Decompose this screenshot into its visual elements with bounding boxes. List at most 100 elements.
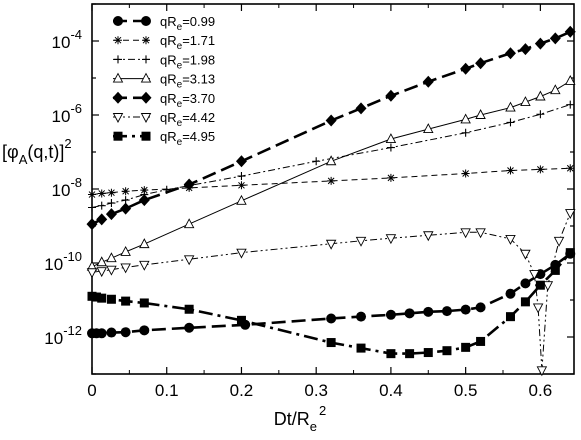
data-point-triangle-down xyxy=(325,239,337,250)
data-point-triangle-up xyxy=(385,133,397,144)
x-tick-label: 0.5 xyxy=(454,381,478,400)
data-point-asterisk xyxy=(140,186,149,195)
data-point-diamond xyxy=(460,62,472,75)
data-point-diamond xyxy=(534,37,546,50)
data-point-square xyxy=(236,315,246,325)
legend-label: qRe=1.98 xyxy=(160,52,215,71)
data-point-asterisk xyxy=(88,190,96,199)
y-axis-ticks: 10-4 10-6 10-8 10-10 10-12 xyxy=(44,3,574,375)
data-point-circle xyxy=(520,278,531,289)
y-axis-title: [φA(q,t)]2 xyxy=(2,136,72,167)
series-2 xyxy=(88,100,575,212)
data-point-diamond xyxy=(96,213,108,226)
data-point-triangle-down xyxy=(96,267,107,278)
data-point-triangle-down xyxy=(520,249,531,260)
data-point-circle xyxy=(404,308,415,319)
data-point-triangle-down xyxy=(505,234,516,245)
data-point-circle xyxy=(326,313,337,324)
data-point-square xyxy=(184,304,194,314)
legend-entry: qRe=0.99 xyxy=(113,14,215,33)
legend-entry: qRe=1.98 xyxy=(113,52,215,71)
data-point-diamond xyxy=(138,194,150,207)
x-tick-label: 0 xyxy=(87,381,96,400)
data-point-triangle-down xyxy=(139,260,150,271)
data-point-plus xyxy=(97,201,106,210)
data-point-triangle-up xyxy=(550,84,561,95)
data-point-diamond xyxy=(86,218,98,231)
series-6 xyxy=(87,248,575,359)
x-tick-label: 0.1 xyxy=(155,381,179,400)
data-point-triangle-up xyxy=(96,256,107,267)
data-point-square xyxy=(535,280,545,290)
legend-entry: qRe=3.13 xyxy=(112,72,215,91)
data-point-plus xyxy=(386,143,395,152)
x-axis-title: Dt/Re2 xyxy=(274,403,326,434)
data-point-triangle-up xyxy=(120,245,131,256)
data-point-diamond xyxy=(422,75,434,88)
data-point-triangle-down xyxy=(532,303,544,314)
data-point-triangle-down xyxy=(475,228,486,239)
data-point-asterisk xyxy=(97,189,106,198)
data-point-triangle-down xyxy=(86,268,98,279)
legend-label: qRe=3.13 xyxy=(160,72,215,91)
legend-marker xyxy=(114,36,122,45)
y-tick-label: 10-4 xyxy=(52,27,82,52)
series-line xyxy=(91,80,571,268)
legend-marker xyxy=(142,55,150,64)
x-tick-label: 0.3 xyxy=(304,381,328,400)
data-point-plus xyxy=(237,172,246,181)
data-point-diamond xyxy=(564,25,576,38)
data-point-circle xyxy=(184,322,195,333)
data-point-square xyxy=(565,248,575,258)
data-point-square xyxy=(356,343,366,353)
legend-entry: qRe=4.42 xyxy=(112,110,215,129)
legend-marker xyxy=(140,113,152,123)
data-point-triangle-up xyxy=(139,238,150,249)
data-point-triangle-down xyxy=(120,263,131,274)
legend-label: qRe=4.42 xyxy=(160,110,215,129)
data-point-triangle-down xyxy=(355,236,367,247)
data-point-triangle-up xyxy=(183,218,195,229)
legend-entry: qRe=1.71 xyxy=(113,33,215,52)
legend-label: qRe=4.95 xyxy=(160,129,215,148)
data-point-asterisk xyxy=(506,166,515,175)
series-4 xyxy=(86,25,576,231)
data-point-diamond xyxy=(385,89,397,102)
legend-marker xyxy=(140,91,152,104)
data-point-plus xyxy=(88,203,96,212)
data-point-triangle-down xyxy=(385,234,397,245)
legend-label: qRe=1.71 xyxy=(160,33,215,52)
data-point-asterisk xyxy=(327,176,336,185)
x-tick-label: 0.4 xyxy=(379,381,403,400)
legend-marker xyxy=(140,72,152,83)
data-point-triangle-down xyxy=(536,366,548,377)
data-point-circle xyxy=(139,325,150,336)
legend-entry: qRe=3.70 xyxy=(112,91,215,110)
data-point-circle xyxy=(120,327,131,338)
legend-marker xyxy=(141,131,151,141)
data-point-plus xyxy=(107,199,116,208)
data-point-triangle-up xyxy=(565,74,576,85)
data-point-circle xyxy=(505,288,516,299)
data-point-square xyxy=(97,293,107,303)
legend-marker xyxy=(114,55,122,64)
data-point-triangle-up xyxy=(423,123,434,134)
data-point-diamond xyxy=(325,114,337,127)
legend-marker xyxy=(113,131,123,141)
data-point-square xyxy=(121,296,131,306)
data-point-triangle-down xyxy=(565,209,576,220)
data-point-triangle-up xyxy=(325,155,337,166)
data-point-triangle-down xyxy=(183,255,195,266)
data-point-triangle-down xyxy=(236,248,247,259)
data-point-asterisk xyxy=(121,187,130,196)
legend-marker xyxy=(112,91,124,104)
data-point-triangle-down xyxy=(542,281,554,292)
data-point-triangle-down xyxy=(553,236,565,247)
data-point-plus xyxy=(506,118,515,127)
y-tick-label: 10-12 xyxy=(44,323,82,348)
legend-marker xyxy=(141,16,151,26)
data-point-asterisk xyxy=(536,165,545,174)
series-line xyxy=(91,212,571,371)
data-point-diamond xyxy=(504,47,516,60)
data-point-plus xyxy=(312,157,321,166)
